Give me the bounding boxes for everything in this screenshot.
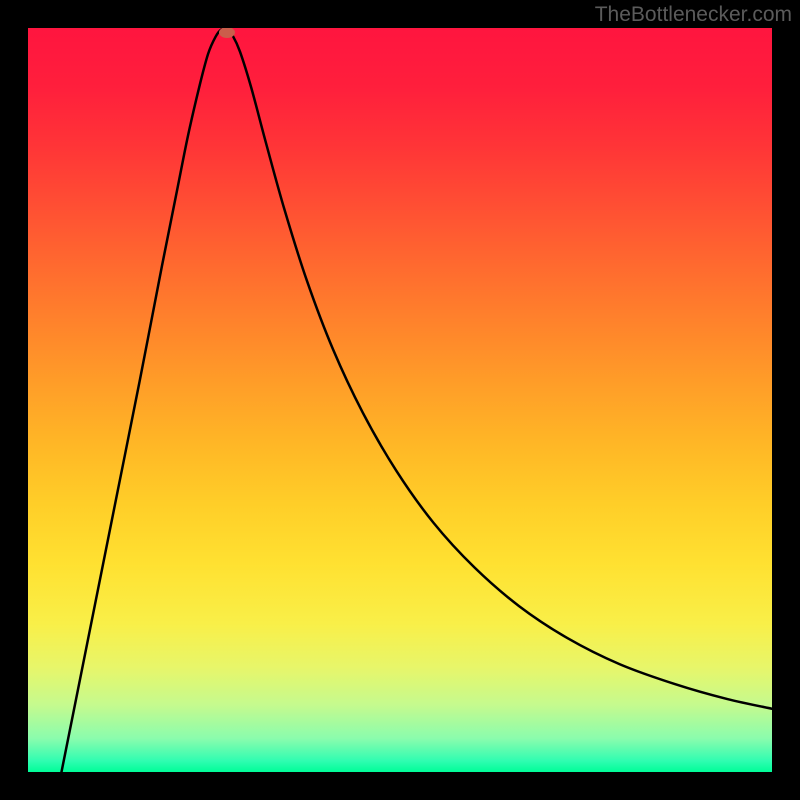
plot-area	[28, 28, 772, 772]
gradient-background	[28, 28, 772, 772]
frame-bottom	[0, 772, 800, 800]
watermark-text: TheBottlenecker.com	[595, 3, 792, 27]
frame-left	[0, 0, 28, 800]
chart-container: TheBottlenecker.com	[0, 0, 800, 800]
frame-right	[772, 0, 800, 800]
highlight-marker	[219, 27, 235, 38]
